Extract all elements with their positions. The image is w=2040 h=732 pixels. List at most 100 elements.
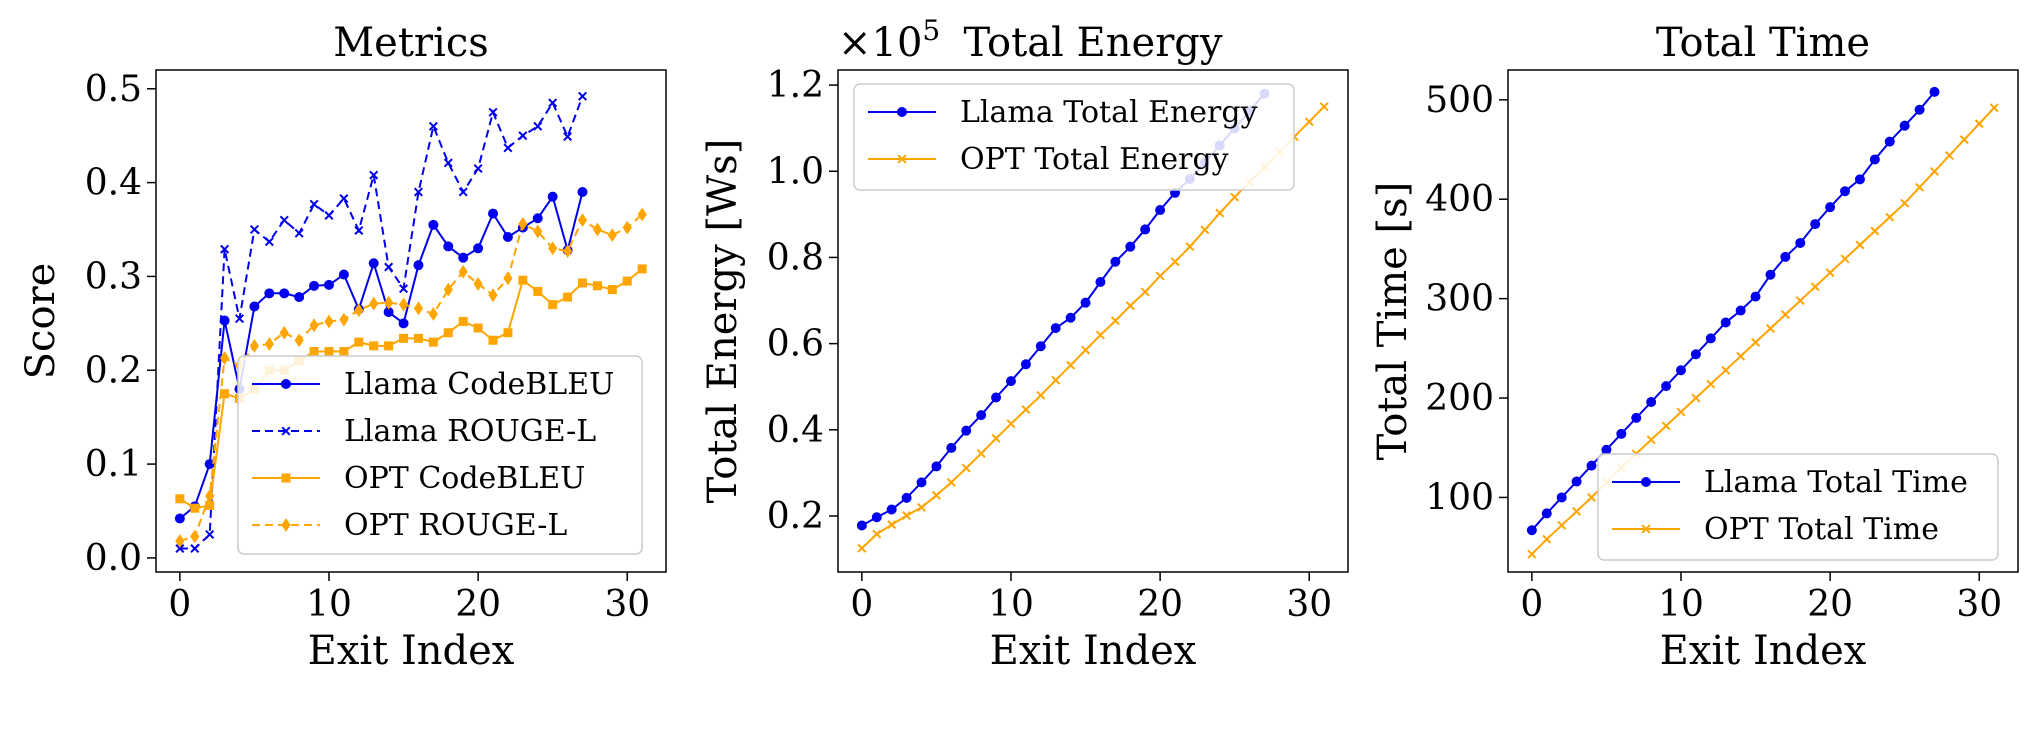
data-point — [323, 279, 334, 290]
data-point — [533, 286, 543, 296]
legend-marker — [1641, 524, 1651, 534]
data-point — [1810, 282, 1820, 292]
data-point — [338, 269, 349, 280]
axes-frame — [155, 69, 667, 573]
chart-title: Total Time — [1656, 20, 1870, 66]
y-axis-label: Total Energy [Ws] — [700, 139, 746, 504]
data-point — [175, 494, 185, 504]
data-point — [901, 492, 912, 503]
data-point — [1155, 271, 1165, 281]
data-point — [1304, 117, 1314, 127]
data-point — [577, 213, 588, 228]
data-point — [1215, 208, 1225, 218]
data-point — [1705, 333, 1716, 344]
y-tick-label: 0.0 — [85, 538, 142, 579]
data-point — [324, 210, 334, 220]
data-point — [384, 262, 394, 272]
x-tick-label: 0 — [850, 584, 873, 625]
data-point — [1780, 251, 1791, 262]
data-point — [503, 328, 513, 338]
data-point — [473, 164, 483, 174]
chart-title: Total Energy — [963, 20, 1222, 66]
data-point — [1051, 375, 1061, 385]
data-point — [1899, 120, 1910, 131]
data-point — [1005, 376, 1016, 387]
data-point — [1736, 351, 1746, 361]
data-point — [488, 288, 498, 303]
data-point — [190, 544, 200, 554]
legend-label: Llama Total Energy — [960, 95, 1258, 130]
data-point — [1751, 337, 1761, 347]
data-point — [324, 346, 334, 356]
data-point — [976, 410, 987, 421]
data-point — [1170, 257, 1180, 267]
data-point — [562, 244, 573, 258]
data-point — [1765, 323, 1775, 333]
data-point — [488, 107, 498, 117]
data-point — [503, 271, 513, 286]
data-point — [502, 232, 513, 243]
data-point — [1065, 312, 1076, 323]
data-point — [413, 301, 424, 316]
data-point — [1675, 365, 1686, 376]
data-point — [871, 512, 882, 523]
data-point — [354, 303, 364, 318]
y-tick-label: 200 — [1425, 378, 1494, 419]
data-point — [174, 513, 185, 524]
data-point — [1989, 103, 1999, 113]
data-point — [991, 433, 1001, 443]
data-point — [384, 341, 394, 351]
data-point — [1840, 254, 1850, 264]
data-point — [249, 301, 260, 312]
data-point — [413, 187, 423, 197]
data-point — [1125, 241, 1136, 252]
total-energy-panel: Total Energy ×105 Exit Index Total Energy [… — [700, 14, 1349, 674]
data-point — [339, 346, 349, 356]
data-point — [279, 288, 290, 299]
legend-marker — [1641, 477, 1651, 487]
data-point — [458, 264, 468, 279]
data-point — [622, 276, 632, 286]
data-point — [264, 288, 275, 299]
data-point — [917, 502, 927, 512]
data-point — [368, 258, 379, 269]
data-point — [175, 534, 185, 548]
data-point — [219, 351, 230, 365]
data-point — [205, 529, 215, 539]
data-point — [1616, 428, 1627, 439]
y-tick-label: 300 — [1425, 279, 1494, 320]
data-point — [1974, 119, 1984, 129]
data-point — [398, 318, 409, 329]
data-point — [309, 199, 319, 209]
y-tick-label: 0.6 — [767, 324, 824, 365]
data-point — [384, 295, 394, 310]
data-point — [1690, 349, 1701, 360]
data-point — [428, 121, 438, 131]
data-point — [592, 222, 603, 237]
data-point — [458, 252, 469, 263]
legend-marker — [281, 518, 291, 532]
data-point — [220, 389, 230, 399]
data-point — [1959, 135, 1969, 145]
data-point — [1914, 104, 1925, 115]
data-point — [1631, 412, 1642, 423]
x-tick-label: 30 — [1956, 584, 2002, 625]
data-point — [1230, 192, 1240, 202]
legend: Llama CodeBLEU Llama ROUGE-L OPT CodeBLEU O… — [237, 355, 643, 555]
data-point — [518, 131, 528, 141]
data-point — [961, 463, 971, 473]
legend-label: Llama Total Time — [1704, 465, 1968, 500]
legend-label: OPT Total Time — [1704, 512, 1939, 547]
data-point — [1735, 305, 1746, 316]
series-line — [179, 95, 584, 550]
data-point — [1020, 359, 1031, 370]
data-point — [1661, 421, 1671, 431]
data-point — [1676, 407, 1686, 417]
data-point — [309, 318, 319, 333]
plot-area — [174, 91, 647, 554]
y-tick-label: 1.0 — [767, 151, 824, 192]
data-point — [324, 314, 334, 329]
data-point — [1720, 317, 1731, 328]
x-tick-label: 10 — [306, 584, 352, 625]
data-point — [249, 338, 260, 353]
